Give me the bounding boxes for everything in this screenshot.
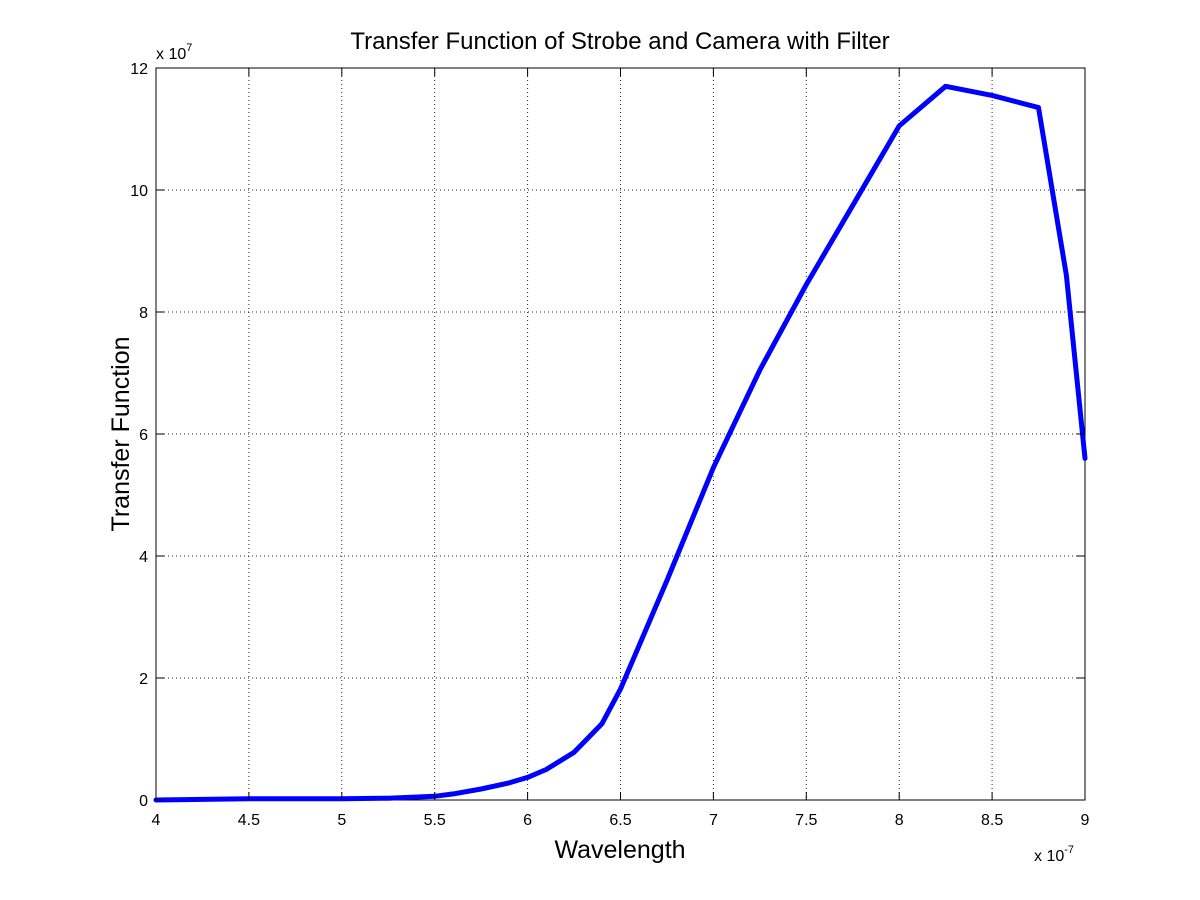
x-tick-label: 8.5 <box>981 812 1003 829</box>
series-layer <box>153 83 1088 803</box>
x-tick-label: 4 <box>152 812 161 829</box>
y-tick-label: 2 <box>139 671 148 688</box>
y-tick-label: 12 <box>130 61 148 78</box>
x-multiplier-exponent: -7 <box>1064 844 1074 856</box>
x-tick-label: 5.5 <box>424 812 446 829</box>
x-tick-label: 7.5 <box>795 812 817 829</box>
chart-title: Transfer Function of Strobe and Camera w… <box>350 28 889 55</box>
y-tick-label: 6 <box>139 427 148 444</box>
x-tick-label: 7 <box>709 812 718 829</box>
x-tick-label: 8 <box>895 812 904 829</box>
series-line <box>153 83 1088 803</box>
y-multiplier-exponent: 7 <box>186 42 192 54</box>
x-tick-label: 6 <box>523 812 532 829</box>
y-tick-label: 0 <box>139 793 148 810</box>
y-axis-title: Transfer Function <box>107 337 135 532</box>
grid <box>156 68 1085 800</box>
ticks: 4 4.5 5 5.5 6 6.5 7 7.5 8 8.5 9 0 2 4 6 8 10 12 <box>130 61 1089 829</box>
y-tick-label: 10 <box>130 183 148 200</box>
x-multiplier-base: x 10 <box>1034 848 1064 865</box>
x-tick-label: 5 <box>337 812 346 829</box>
x-tick-label: 6.5 <box>609 812 631 829</box>
y-tick-label: 4 <box>139 549 148 566</box>
y-axis-multiplier: x 107 <box>156 42 192 63</box>
x-axis-title: Wavelength <box>554 836 685 864</box>
x-tick-label: 4.5 <box>238 812 260 829</box>
y-tick-label: 8 <box>139 305 148 322</box>
x-axis-multiplier: x 10-7 <box>1034 844 1074 865</box>
y-multiplier-base: x 10 <box>156 46 186 63</box>
x-tick-label: 9 <box>1081 812 1090 829</box>
